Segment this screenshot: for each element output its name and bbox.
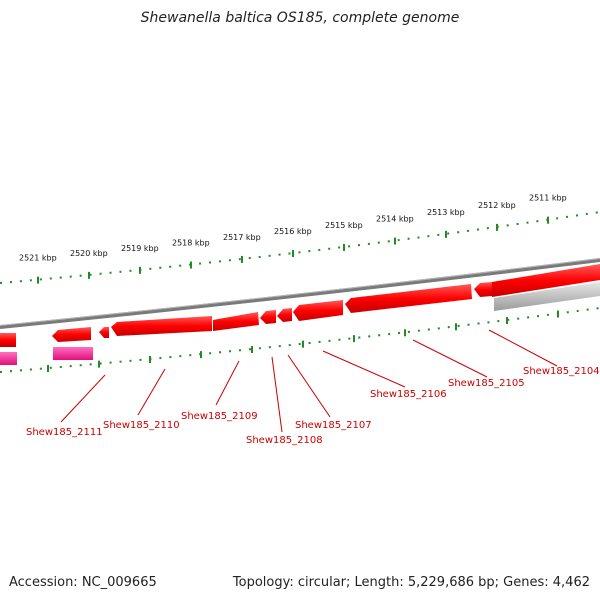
scale-label: 2517 kbp <box>223 233 261 242</box>
feature-pink <box>53 347 93 360</box>
scale-label: 2513 kbp <box>427 208 465 217</box>
leader-line-2111 <box>60 374 106 423</box>
gene-label-2105: Shew185_2105 <box>448 378 525 389</box>
outer-scale-ruler <box>0 211 600 284</box>
scale-label: 2514 kbp <box>376 215 414 224</box>
gene-shew185-2110 <box>213 312 259 331</box>
scale-label: 2516 kbp <box>274 227 312 236</box>
inner-scale-ruler <box>0 307 600 373</box>
gene-label-2110: Shew185_2110 <box>103 420 180 431</box>
gene-shew185-2104 <box>492 264 600 297</box>
inner-scale-ticks <box>47 310 559 373</box>
topology-summary: Topology: circular; Length: 5,229,686 bp… <box>232 575 590 590</box>
scale-label: 2515 kbp <box>325 221 363 230</box>
backbone-highlight <box>0 258 600 326</box>
leader-line-2110 <box>137 368 166 416</box>
scale-label: 2511 kbp <box>529 194 567 203</box>
scale-label: 2521 kbp <box>19 254 57 263</box>
gene-label-2106: Shew185_2106 <box>370 389 447 400</box>
gene-shew185-2109 <box>260 310 276 324</box>
gene-shew185-2105 <box>474 282 492 297</box>
leader-line-2104 <box>488 329 558 367</box>
gene-left-arrow <box>52 327 91 342</box>
scale-label: 2519 kbp <box>121 244 159 253</box>
leader-line-2107 <box>287 354 331 418</box>
gene-label-2104: Shew185_2104 <box>523 366 600 377</box>
gene-shew185-2107 <box>293 300 343 321</box>
scale-label: 2512 kbp <box>478 201 516 210</box>
gene-edge-red <box>0 333 16 347</box>
scale-label: 2518 kbp <box>172 239 210 248</box>
gene-small-arrow <box>99 327 109 338</box>
gene-shew185-2108 <box>277 308 292 322</box>
scale-label: 2520 kbp <box>70 249 108 258</box>
map-title: Shewanella baltica OS185, complete genom… <box>140 10 460 26</box>
outer-scale-ticks <box>37 216 549 284</box>
feature-pink-edge <box>0 352 17 365</box>
leader-line-2105 <box>412 339 488 378</box>
gene-grey-feature <box>494 282 600 311</box>
leader-line-2109 <box>215 360 240 406</box>
gene-label-2111: Shew185_2111 <box>26 427 103 438</box>
gene-shew185-2106 <box>345 284 472 313</box>
leader-line-2106 <box>322 350 406 388</box>
gene-shew185-2111 <box>111 316 212 336</box>
gene-label-2109: Shew185_2109 <box>181 411 258 422</box>
gene-label-2107: Shew185_2107 <box>295 420 372 431</box>
leader-line-2108 <box>271 356 283 433</box>
scale-labels: 2521 kbp 2520 kbp 2519 kbp 2518 kbp 2517 kbp… <box>19 194 567 263</box>
gene-label-2108: Shew185_2108 <box>246 435 323 446</box>
accession-label: Accession: NC_009665 <box>9 575 157 590</box>
backbone-line <box>0 258 600 329</box>
